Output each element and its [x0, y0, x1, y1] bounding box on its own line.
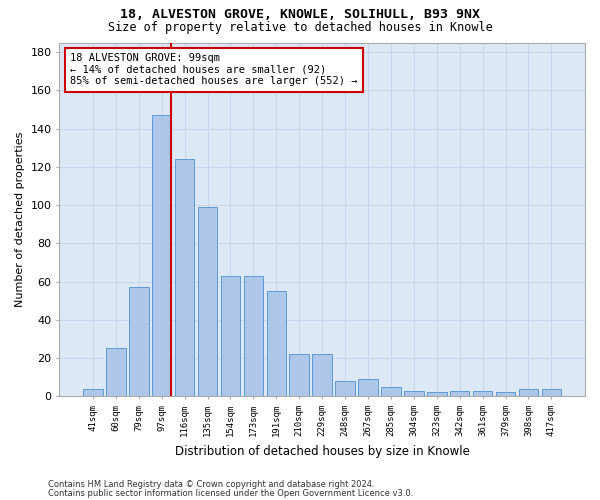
- Bar: [175, 159, 194, 396]
- Bar: [496, 392, 515, 396]
- Bar: [450, 390, 469, 396]
- X-axis label: Distribution of detached houses by size in Knowle: Distribution of detached houses by size …: [175, 444, 470, 458]
- Bar: [335, 381, 355, 396]
- Bar: [289, 354, 309, 397]
- Text: 18, ALVESTON GROVE, KNOWLE, SOLIHULL, B93 9NX: 18, ALVESTON GROVE, KNOWLE, SOLIHULL, B9…: [120, 8, 480, 20]
- Bar: [313, 354, 332, 397]
- Bar: [542, 388, 561, 396]
- Bar: [221, 276, 240, 396]
- Bar: [473, 390, 493, 396]
- Text: Contains HM Land Registry data © Crown copyright and database right 2024.: Contains HM Land Registry data © Crown c…: [48, 480, 374, 489]
- Y-axis label: Number of detached properties: Number of detached properties: [15, 132, 25, 307]
- Bar: [129, 288, 149, 397]
- Bar: [106, 348, 125, 397]
- Bar: [358, 379, 378, 396]
- Bar: [83, 388, 103, 396]
- Bar: [198, 207, 217, 396]
- Text: Contains public sector information licensed under the Open Government Licence v3: Contains public sector information licen…: [48, 488, 413, 498]
- Bar: [427, 392, 446, 396]
- Bar: [244, 276, 263, 396]
- Bar: [266, 291, 286, 397]
- Bar: [519, 388, 538, 396]
- Bar: [404, 390, 424, 396]
- Text: 18 ALVESTON GROVE: 99sqm
← 14% of detached houses are smaller (92)
85% of semi-d: 18 ALVESTON GROVE: 99sqm ← 14% of detach…: [70, 53, 358, 86]
- Text: Size of property relative to detached houses in Knowle: Size of property relative to detached ho…: [107, 21, 493, 34]
- Bar: [381, 386, 401, 396]
- Bar: [152, 115, 172, 396]
